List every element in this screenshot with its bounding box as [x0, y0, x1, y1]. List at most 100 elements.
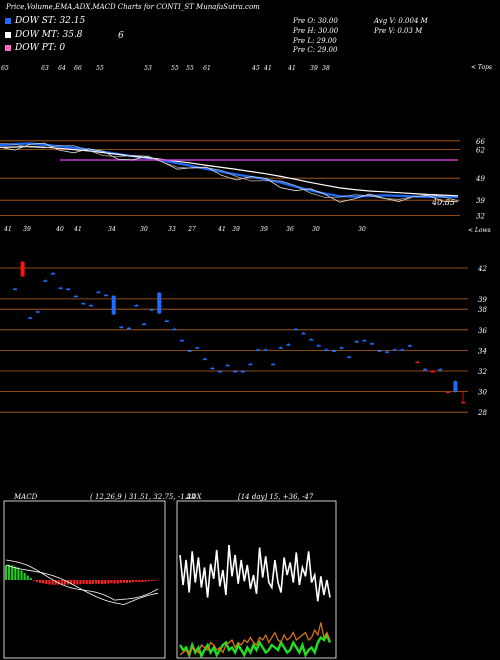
candle-body: [233, 371, 238, 373]
price-wiggle-line-2: [0, 142, 459, 202]
tops-tick-label: 61: [203, 65, 211, 72]
macd-signal-line: [5, 564, 159, 606]
ohlc-open: Pre O: 30.00: [293, 17, 338, 25]
price-axis-label: 62: [476, 147, 485, 155]
candle-body: [293, 328, 298, 331]
candle-axis-label: 42: [477, 265, 487, 273]
lows-tick-label: 36: [286, 226, 294, 233]
tops-tick-label: 53: [144, 65, 152, 72]
legend-dow-st-label: DOW ST: 32.15: [15, 16, 86, 26]
candle-body: [415, 361, 420, 364]
tops-tick-label: 38: [322, 65, 330, 72]
price-axis-label: 32: [476, 213, 485, 221]
price-wiggle-line: [0, 142, 459, 203]
price-axis-label: 39: [476, 197, 485, 205]
lows-tick-label: 34: [108, 226, 116, 233]
candle-body: [172, 328, 177, 331]
candle-body: [195, 347, 200, 349]
legend-swatch-white: [5, 31, 11, 38]
candle-body: [278, 347, 283, 349]
candle-body: [392, 349, 397, 351]
candle-body: [35, 311, 40, 313]
adx-params: [14 day] 15, +36, -47: [238, 493, 314, 501]
candle-axis-label: 39: [478, 296, 487, 304]
plus-di-line: [178, 632, 332, 660]
tops-tick-label: 66: [74, 65, 82, 72]
tops-tick-label: 41: [287, 65, 296, 72]
candle-body: [142, 323, 147, 326]
lows-tick-label: 41: [3, 226, 12, 233]
candle-body: [202, 358, 207, 361]
candle-body: [369, 343, 374, 345]
legend-dow-st: DOW ST: 32.15: [5, 16, 85, 26]
legend-dow-mt: DOW MT: 35.8: [5, 30, 83, 40]
candle-axis-label: 34: [478, 347, 487, 355]
macd-frame: [3, 500, 166, 659]
candle-body: [43, 280, 48, 282]
candle-body: [134, 305, 139, 307]
tops-tick-label: 55: [96, 65, 104, 72]
candle-body: [126, 327, 131, 330]
candle-body: [50, 273, 55, 275]
price-axis-label: 66: [476, 138, 485, 146]
lows-tick-label: 33: [168, 226, 176, 233]
ohlc-close: Pre C: 29.00: [293, 46, 338, 54]
candle-body: [354, 341, 359, 343]
tops-tick-label: 45: [251, 65, 260, 72]
chart-title: Price,Volume,EMA,ADX,MACD Charts for CON…: [6, 3, 260, 11]
candle-body: [324, 349, 329, 351]
legend-swatch-pink: [5, 44, 11, 51]
candle-body: [96, 291, 101, 294]
candle-body: [362, 340, 367, 342]
candle-body: [423, 368, 428, 371]
tops-tick-label: 64: [58, 65, 66, 72]
candle-axis-label: 38: [478, 306, 487, 314]
tops-panel-label: < Tops: [471, 64, 493, 71]
candle-body: [164, 320, 169, 323]
candle-body: [309, 339, 314, 341]
candle-body: [377, 350, 382, 352]
candle-body: [73, 295, 78, 298]
ema-long-line: [0, 145, 459, 197]
avg-volume: Avg V: 0.004 M: [374, 17, 428, 25]
candle-axis-label: 36: [478, 327, 487, 335]
lows-tick-label: 27: [187, 226, 196, 233]
legend-dow-pt: DOW PT: 0: [5, 43, 65, 53]
macd-label: MACD: [14, 493, 38, 501]
pre-volume: Pre V: 0.03 M: [374, 27, 423, 35]
ohlc-low: Pre L: 29.00: [293, 37, 337, 45]
lows-tick-label: 30: [312, 226, 320, 233]
lows-tick-label: 39: [23, 226, 31, 233]
candle-body: [225, 364, 230, 367]
adx-label: ADX: [186, 493, 202, 501]
candle-axis-label: 28: [477, 409, 487, 417]
candle-body: [339, 347, 344, 349]
lows-tick-label: 41: [73, 226, 82, 233]
candle-body: [331, 350, 336, 352]
candle-body: [157, 292, 162, 314]
tops-tick-label: 55: [171, 65, 179, 72]
legend-dow-pt-label: DOW PT: 0: [15, 43, 66, 53]
tops-tick-label: 63: [41, 65, 49, 72]
candle-body: [347, 356, 352, 359]
candle-body: [271, 363, 276, 366]
candle-body: [255, 349, 260, 351]
tops-tick-label: 55: [186, 65, 194, 72]
candle-body: [385, 351, 390, 353]
candle-body: [149, 309, 154, 311]
candle-body: [286, 344, 291, 346]
price-marker-label: 40.85: [432, 198, 455, 207]
candle-body: [104, 294, 109, 297]
legend-dow-mt-label: DOW MT: 35.8: [15, 30, 83, 40]
candle-body: [407, 345, 412, 347]
lows-tick-label: 41: [217, 226, 226, 233]
candle-body: [461, 401, 465, 404]
candle-body: [210, 367, 215, 370]
candle-body: [13, 288, 17, 291]
candle-body: [240, 371, 245, 373]
candle-body: [400, 349, 405, 351]
candle-body: [20, 261, 25, 277]
tops-tick-label: 39: [310, 65, 318, 72]
lows-tick-label: 30: [358, 226, 366, 233]
